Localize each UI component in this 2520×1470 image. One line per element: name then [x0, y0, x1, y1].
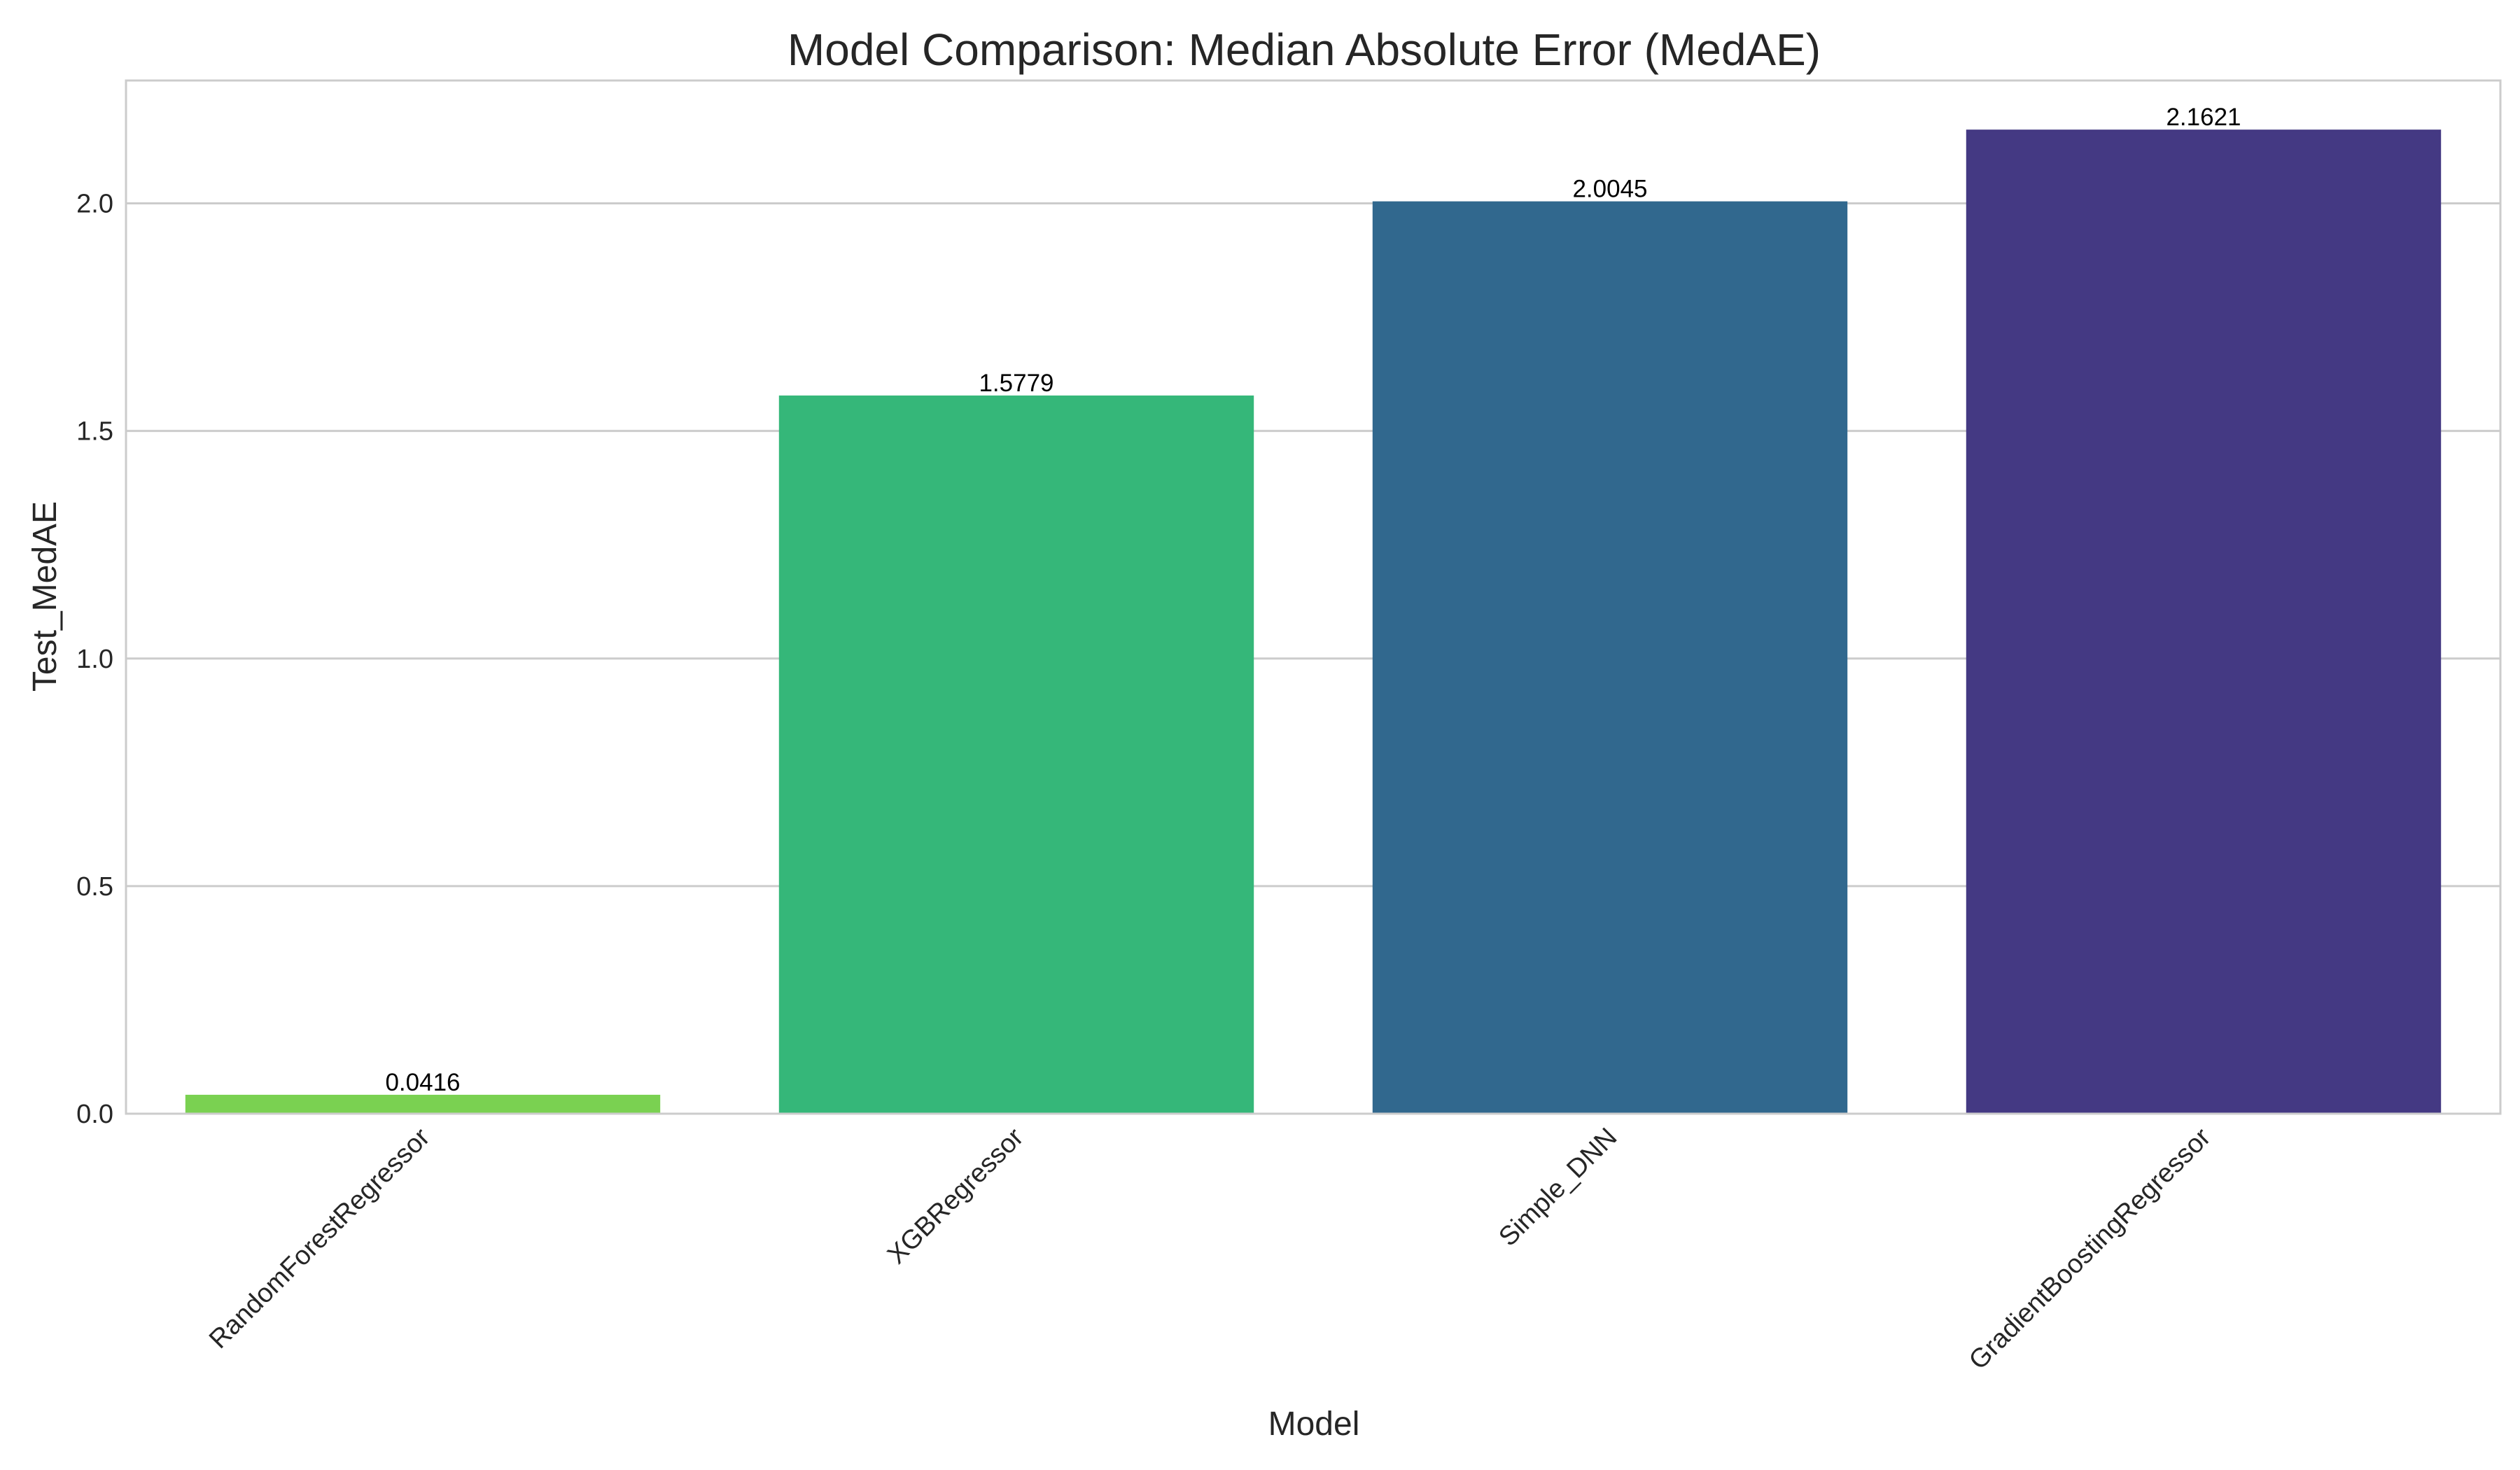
bar-value-label: 0.0416: [385, 1069, 460, 1096]
y-tick-label: 0.5: [76, 872, 113, 902]
y-tick-label: 0.0: [76, 1100, 113, 1129]
x-tick-label: GradientBoostingRegressor: [1963, 1122, 2217, 1376]
bars: [185, 130, 2442, 1114]
bar: [778, 396, 1254, 1114]
bar-value-label: 2.0045: [1572, 176, 1647, 203]
bar-value-label: 1.5779: [979, 370, 1054, 397]
x-tick-label: Simple_DNN: [1493, 1123, 1623, 1252]
plot-frame: [125, 79, 2502, 1115]
y-tick-label: 1.5: [76, 417, 113, 447]
bar: [1372, 201, 1848, 1114]
x-axis-label: Model: [1268, 1406, 1360, 1443]
bar: [1966, 130, 2442, 1114]
x-tick-label: RandomForestRegressor: [204, 1122, 436, 1354]
y-tick-label: 2.0: [76, 190, 113, 219]
x-tick-labels: RandomForestRegressor XGBRegressor Simple_…: [204, 1122, 2217, 1376]
bar: [185, 1094, 661, 1114]
chart-title: Model Comparison: Median Absolute Error …: [788, 24, 1821, 75]
bar-value-label: 2.1621: [2166, 104, 2241, 131]
bar-value-labels: 0.0416 1.5779 2.0045 2.1621: [385, 104, 2241, 1096]
y-tick-labels: 0.0 0.5 1.0 1.5 2.0: [76, 190, 113, 1129]
y-axis-label: Test_MedAE: [27, 501, 64, 692]
y-tick-label: 1.0: [76, 645, 113, 674]
x-tick-label: XGBRegressor: [882, 1122, 1030, 1270]
